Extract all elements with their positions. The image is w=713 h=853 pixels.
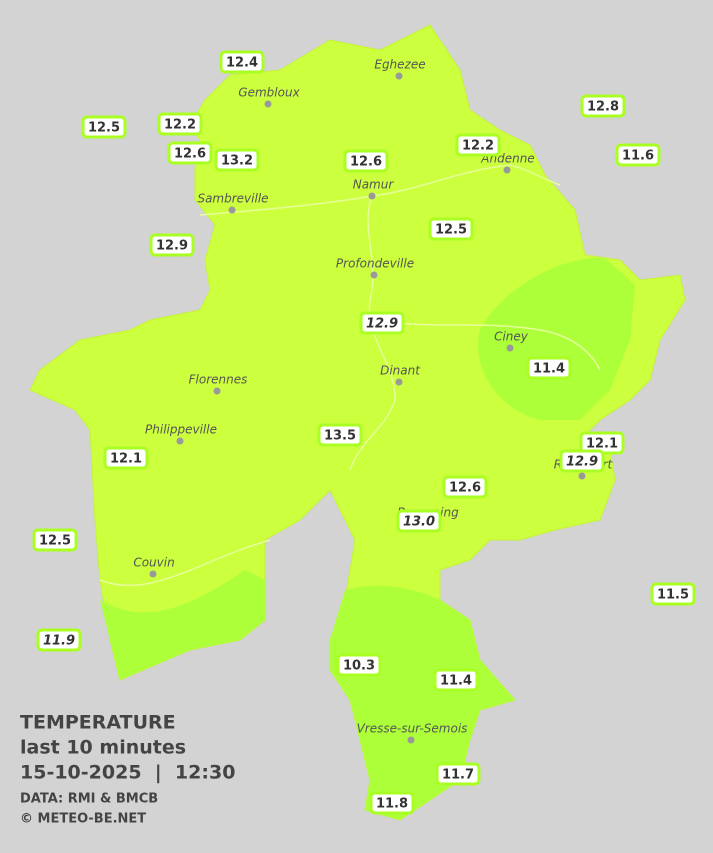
cool-zone	[478, 257, 635, 420]
station-box	[103, 446, 149, 470]
place-label: Philippeville	[145, 423, 217, 437]
station-box	[32, 528, 78, 552]
station-box	[433, 668, 479, 692]
place-label: Florennes	[189, 373, 248, 387]
station-box	[81, 115, 127, 139]
place-label: Ciney	[494, 330, 529, 344]
station-temp: 11.9	[43, 634, 75, 649]
station-temp: 11.4	[533, 362, 565, 377]
station-box	[343, 149, 389, 173]
station-box	[455, 133, 501, 157]
station-box	[369, 791, 415, 815]
river	[349, 195, 396, 471]
station-temp: 12.2	[164, 118, 196, 133]
place-label: Profondeville	[336, 257, 414, 271]
station-temp: 12.6	[174, 147, 206, 162]
station-temp: 11.4	[440, 674, 472, 689]
place-label: Couvin	[133, 556, 174, 570]
station-temp: 12.1	[586, 437, 618, 452]
place-dot	[407, 736, 415, 744]
station-temp: 12.5	[39, 534, 71, 549]
river	[199, 164, 561, 216]
legend-credit: © METEO-BE.NET	[20, 812, 146, 827]
station-box	[167, 141, 213, 165]
station-temp: 12.9	[366, 317, 398, 332]
place-dot	[149, 570, 157, 578]
place-label: Gembloux	[238, 86, 300, 100]
place-dot	[264, 100, 272, 108]
station-box	[214, 148, 260, 172]
place-label: Vresse-sur-Semois	[357, 722, 468, 736]
station-temp: 12.5	[88, 121, 120, 136]
place-dot	[176, 437, 184, 445]
station-box	[428, 217, 474, 241]
legend-timestamp: 15-10-2025 | 12:30	[20, 762, 235, 784]
station-box	[157, 112, 203, 136]
place-dot	[368, 192, 376, 200]
station-temp: 12.1	[110, 452, 142, 467]
station-temp: 11.8	[376, 797, 408, 812]
station-temp: 12.4	[226, 56, 258, 71]
station-temp: 13.2	[221, 154, 253, 169]
station-box	[359, 311, 405, 335]
station-temp: 11.6	[622, 149, 654, 164]
station-box	[526, 356, 572, 380]
station-temp: 13.0	[403, 515, 435, 530]
station-temp: 13.5	[324, 429, 356, 444]
station-temp: 10.3	[343, 659, 375, 674]
station-box	[149, 233, 195, 257]
station-box	[435, 762, 481, 786]
river	[379, 319, 601, 371]
station-temp: 11.7	[442, 768, 474, 783]
cool-zone	[100, 570, 265, 680]
station-box	[442, 475, 488, 499]
station-temp: 12.6	[350, 155, 382, 170]
station-temp: 11.5	[657, 588, 689, 603]
station-temp: 12.2	[462, 139, 494, 154]
place-dot	[395, 72, 403, 80]
station-box	[559, 449, 605, 473]
rivers	[99, 164, 601, 587]
place-dot	[578, 472, 586, 480]
station-temp: 12.9	[156, 239, 188, 254]
river	[99, 539, 271, 587]
station-box	[336, 653, 382, 677]
station-box	[615, 143, 661, 167]
legend-source: DATA: RMI & BMCB	[20, 792, 158, 807]
place-label: Sambreville	[197, 192, 268, 206]
place-dot	[506, 344, 514, 352]
station-box	[580, 94, 626, 118]
station-temp: 12.8	[587, 100, 619, 115]
station-box	[396, 509, 442, 533]
legend-title: TEMPERATURE	[20, 712, 176, 734]
place-dot	[213, 387, 221, 395]
cool-zone	[330, 585, 515, 820]
station-box	[317, 423, 363, 447]
place-dot	[503, 166, 511, 174]
place-dot	[395, 378, 403, 386]
legend-period: last 10 minutes	[20, 737, 186, 759]
place-dot	[370, 271, 378, 279]
station-temp: 12.9	[566, 455, 598, 470]
station-temp: 12.6	[449, 481, 481, 496]
place-label: Namur	[353, 178, 395, 192]
station-box	[36, 628, 82, 652]
station-temp: 12.5	[435, 223, 467, 238]
station-box	[650, 582, 696, 606]
place-label: Dinant	[380, 364, 421, 378]
place-label: Eghezee	[374, 58, 425, 72]
place-dot	[228, 206, 236, 214]
station-box	[219, 50, 265, 74]
